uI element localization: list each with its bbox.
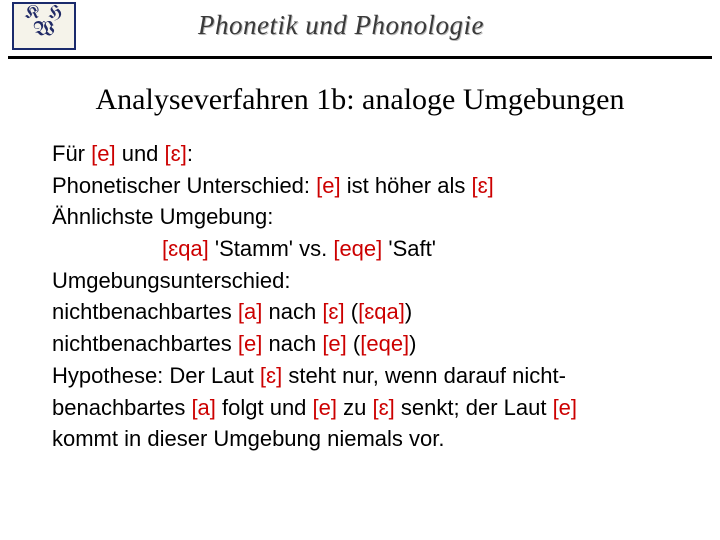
text: nichtbenachbartes [52, 299, 238, 324]
text: ) [405, 299, 412, 324]
ipa-eps: [ɛ] [322, 299, 344, 324]
slide-body: Für [e] und [ɛ]: Phonetischer Unterschie… [52, 139, 668, 454]
line-6: nichtbenachbartes [a] nach [ɛ] ([ɛqa]) [52, 297, 668, 327]
text: ( [347, 331, 360, 356]
ipa-eqe: [eqe] [360, 331, 409, 356]
ipa-eps: [ɛ] [165, 141, 187, 166]
ipa-eps: [ɛ] [471, 173, 493, 198]
text: nach [262, 299, 322, 324]
text: ist höher als [341, 173, 472, 198]
line-7: nichtbenachbartes [e] nach [e] ([eqe]) [52, 329, 668, 359]
line-8: Hypothese: Der Laut [ɛ] steht nur, wenn … [52, 361, 668, 391]
text: Für [52, 141, 91, 166]
text: : [187, 141, 193, 166]
ipa-eqa: [ɛqa] [358, 299, 405, 324]
line-4: [ɛqa] 'Stamm' vs. [eqe] 'Saft' [52, 234, 668, 264]
ipa-e: [e] [316, 173, 340, 198]
text: nichtbenachbartes [52, 331, 238, 356]
ipa-eqe: [eqe] [333, 236, 382, 261]
line-2: Phonetischer Unterschied: [e] ist höher … [52, 171, 668, 201]
ipa-e: [e] [238, 331, 262, 356]
slide-header: K H W Phonetik und Phonologie [8, 0, 712, 59]
ipa-eps: [ɛ] [372, 395, 394, 420]
text: 'Saft' [382, 236, 436, 261]
ipa-e: [e] [91, 141, 115, 166]
text: folgt und [216, 395, 313, 420]
text: Phonetischer Unterschied: [52, 173, 316, 198]
line-9: benachbartes [a] folgt und [e] zu [ɛ] se… [52, 393, 668, 423]
ipa-e: [e] [553, 395, 577, 420]
ipa-eps: [ɛ] [260, 363, 282, 388]
ipa-eqa: [ɛqa] [162, 236, 209, 261]
text: nach [262, 331, 322, 356]
text: ( [345, 299, 358, 324]
text: benachbartes [52, 395, 191, 420]
text: 'Stamm' vs. [209, 236, 334, 261]
ipa-e: [e] [322, 331, 346, 356]
line-1: Für [e] und [ɛ]: [52, 139, 668, 169]
line-3: Ähnlichste Umgebung: [52, 202, 668, 232]
slide-content: Analyseverfahren 1b: analoge Umgebungen … [0, 59, 720, 454]
course-title: Phonetik und Phonologie [198, 10, 484, 41]
ipa-e: [e] [313, 395, 337, 420]
text: zu [337, 395, 372, 420]
line-5: Umgebungsunterschied: [52, 266, 668, 296]
text: Hypothese: Der Laut [52, 363, 260, 388]
slide-title: Analyseverfahren 1b: analoge Umgebungen [52, 83, 668, 117]
logo-line2: W [14, 21, 74, 41]
slide: K H W Phonetik und Phonologie Analysever… [0, 0, 720, 540]
line-10: kommt in dieser Umgebung niemals vor. [52, 424, 668, 454]
text: und [116, 141, 165, 166]
text: steht nur, wenn darauf nicht- [282, 363, 566, 388]
text: senkt; der Laut [395, 395, 553, 420]
text: ) [409, 331, 416, 356]
ipa-a: [a] [238, 299, 262, 324]
logo: K H W [12, 2, 76, 50]
ipa-a: [a] [191, 395, 215, 420]
